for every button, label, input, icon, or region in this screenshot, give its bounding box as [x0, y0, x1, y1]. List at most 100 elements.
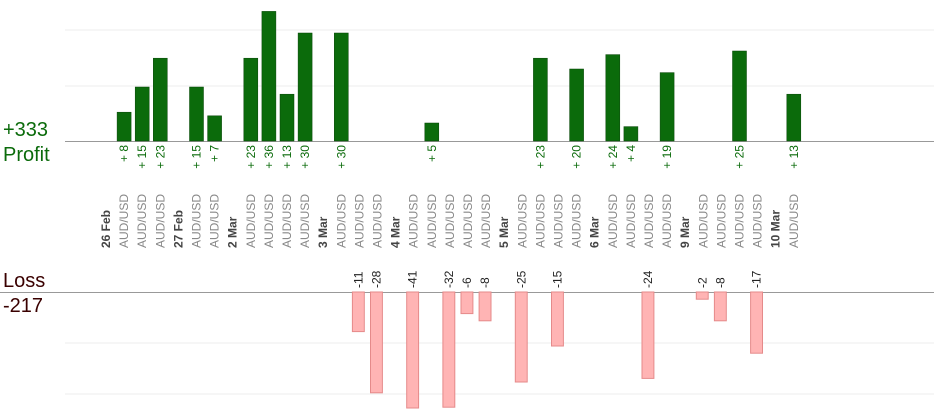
pair-label: AUD/USD: [787, 194, 801, 248]
date-label: 4 Mar: [389, 216, 403, 248]
profit-bar: [533, 57, 548, 142]
loss-value-label: -11: [351, 271, 365, 288]
profit-value-label: + 23: [244, 145, 258, 169]
loss-label: Loss: [3, 270, 46, 292]
loss-bar: [478, 291, 492, 322]
pair-label: AUD/USD: [696, 194, 710, 248]
profit-value-label: + 15: [135, 145, 149, 169]
pair-label: AUD/USD: [371, 194, 385, 248]
profit-value-label: + 5: [425, 145, 439, 162]
profit-bar: [243, 57, 259, 142]
date-label: 26 Feb: [99, 210, 113, 248]
pair-label: AUD/USD: [298, 194, 312, 248]
loss-value-label: -6: [460, 277, 474, 288]
date-label: 27 Feb: [171, 210, 185, 248]
pair-label: AUD/USD: [352, 194, 366, 248]
profit-total: +333: [3, 119, 49, 141]
pair-label: AUD/USD: [552, 194, 566, 248]
date-label: 6 Mar: [588, 216, 602, 248]
profit-bar: [334, 32, 349, 142]
profit-bar: [623, 126, 639, 142]
pair-label: AUD/USD: [117, 194, 131, 248]
profit-value-label: + 23: [153, 145, 167, 169]
profit-bar: [424, 122, 440, 142]
pair-label: AUD/USD: [153, 194, 167, 248]
pair-label: AUD/USD: [334, 194, 348, 248]
loss-value-label: -17: [750, 270, 764, 288]
pair-label: AUD/USD: [642, 194, 656, 248]
loss-value-label: -24: [641, 270, 655, 288]
profit-bar: [153, 57, 168, 142]
loss-bar: [442, 291, 456, 408]
loss-total: -217: [3, 295, 44, 317]
pair-label: AUD/USD: [280, 194, 294, 248]
profit-value-label: + 13: [787, 145, 801, 169]
date-label: 10 Mar: [769, 210, 783, 248]
pair-label: AUD/USD: [208, 194, 222, 248]
profit-value-label: + 25: [733, 145, 747, 169]
loss-bar: [713, 291, 727, 322]
pair-label: AUD/USD: [515, 194, 529, 248]
pair-label: AUD/USD: [533, 194, 547, 248]
profit-bar: [261, 11, 277, 142]
pair-label: AUD/USD: [425, 194, 439, 248]
pair-label: AUD/USD: [479, 194, 493, 248]
pair-label: AUD/USD: [262, 194, 276, 248]
loss-bar: [370, 291, 383, 394]
loss-bar: [514, 291, 528, 383]
profit-label: Profit: [3, 144, 50, 166]
loss-bar: [351, 291, 365, 333]
profit-bar: [786, 93, 802, 142]
loss-value-label: -15: [551, 270, 565, 288]
loss-value-label: -28: [370, 270, 384, 288]
loss-value-label: -41: [406, 270, 420, 288]
loss-value-label: -32: [442, 270, 456, 288]
profit-bar: [297, 32, 313, 142]
pair-label: AUD/USD: [751, 194, 765, 248]
profit-value-label: + 20: [570, 145, 584, 169]
loss-bar: [551, 291, 564, 347]
loss-bar: [750, 291, 763, 354]
profit-value-label: + 30: [298, 145, 312, 169]
date-label: 9 Mar: [678, 216, 692, 248]
profit-value-label: + 15: [190, 145, 204, 169]
pair-label: AUD/USD: [660, 194, 674, 248]
loss-value-label: -25: [514, 270, 528, 288]
profit-value-label: + 8: [117, 145, 131, 162]
loss-bar: [406, 291, 420, 409]
profit-value-label: + 23: [533, 145, 547, 169]
pair-label: AUD/USD: [135, 194, 149, 248]
profit-value-label: + 24: [606, 145, 620, 169]
date-label: 3 Mar: [316, 216, 330, 248]
pair-label: AUD/USD: [190, 194, 204, 248]
date-label: 2 Mar: [226, 216, 240, 248]
loss-value-label: -8: [478, 277, 492, 288]
profit-value-label: + 4: [624, 145, 638, 162]
profit-value-label: + 30: [334, 145, 348, 169]
pair-label: AUD/USD: [461, 194, 475, 248]
loss-value-label: -2: [695, 277, 709, 288]
pair-label: AUD/USD: [624, 194, 638, 248]
profit-value-label: + 19: [660, 145, 674, 169]
pair-label: AUD/USD: [606, 194, 620, 248]
pair-label: AUD/USD: [443, 194, 457, 248]
profit-bar: [279, 93, 295, 142]
pair-label: AUD/USD: [244, 194, 258, 248]
date-label: 5 Mar: [497, 216, 511, 248]
profit-bar: [207, 115, 222, 142]
profit-value-label: + 36: [262, 145, 276, 169]
loss-bar: [460, 291, 474, 315]
profit-bar: [732, 50, 747, 142]
profit-bar: [569, 68, 584, 142]
profit-bar: [189, 86, 204, 142]
pair-label: AUD/USD: [733, 194, 747, 248]
profit-value-label: + 13: [280, 145, 294, 169]
profit-bar: [659, 72, 675, 142]
loss-value-label: -8: [713, 277, 727, 288]
loss-bar: [641, 291, 655, 379]
loss-bar: [695, 291, 709, 300]
profit-bar: [116, 111, 132, 142]
pair-label: AUD/USD: [570, 194, 584, 248]
pair-label: AUD/USD: [714, 194, 728, 248]
